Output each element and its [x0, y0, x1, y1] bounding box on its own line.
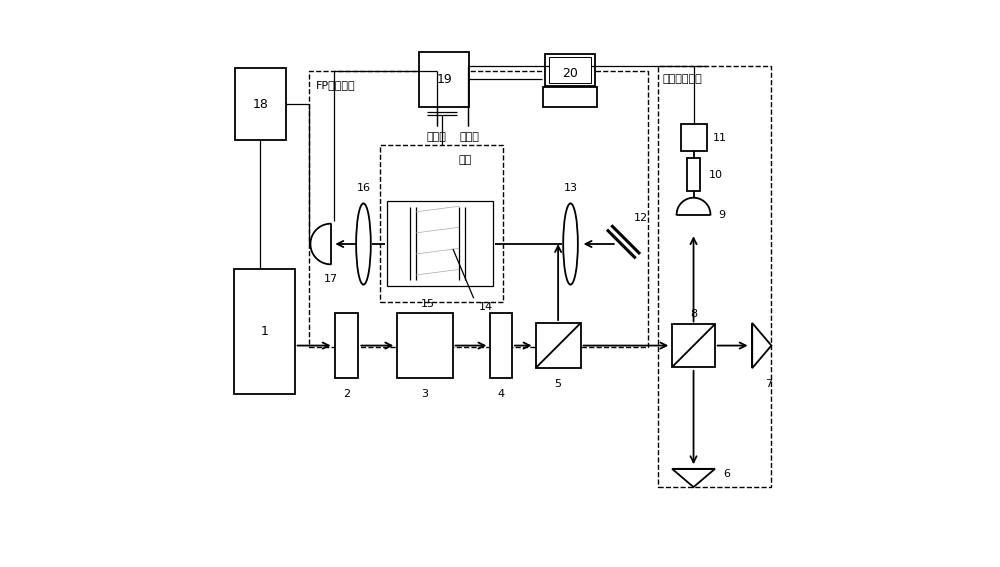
- Text: 2: 2: [343, 390, 350, 399]
- Ellipse shape: [356, 204, 371, 285]
- Text: 5: 5: [555, 379, 562, 390]
- Text: 真空: 真空: [459, 155, 472, 165]
- Text: 16: 16: [356, 183, 370, 193]
- FancyBboxPatch shape: [687, 158, 700, 191]
- Text: 测量干涉系统: 测量干涉系统: [662, 74, 702, 84]
- FancyBboxPatch shape: [235, 68, 286, 140]
- FancyBboxPatch shape: [536, 323, 581, 368]
- Text: 12: 12: [634, 213, 648, 223]
- Text: 6: 6: [723, 469, 730, 479]
- Text: 11: 11: [713, 133, 727, 143]
- FancyBboxPatch shape: [545, 54, 595, 86]
- FancyBboxPatch shape: [543, 87, 597, 107]
- Text: 9: 9: [718, 210, 725, 219]
- FancyBboxPatch shape: [335, 313, 358, 378]
- FancyBboxPatch shape: [397, 313, 453, 378]
- Text: 14: 14: [479, 302, 493, 311]
- Text: 19: 19: [436, 73, 452, 86]
- Text: 7: 7: [766, 379, 773, 390]
- Text: 8: 8: [690, 309, 697, 319]
- Text: 通道一: 通道一: [427, 132, 447, 142]
- Text: 15: 15: [420, 299, 434, 309]
- FancyBboxPatch shape: [419, 52, 469, 107]
- Text: 18: 18: [252, 98, 268, 111]
- Text: 通道二: 通道二: [460, 132, 479, 142]
- FancyBboxPatch shape: [672, 324, 715, 367]
- Ellipse shape: [563, 204, 578, 285]
- FancyBboxPatch shape: [490, 313, 512, 378]
- FancyBboxPatch shape: [387, 201, 493, 286]
- FancyBboxPatch shape: [234, 269, 295, 393]
- Text: 3: 3: [421, 390, 428, 399]
- Text: 1: 1: [260, 325, 268, 338]
- Text: FP干涉系统: FP干涉系统: [316, 80, 356, 90]
- Text: 20: 20: [562, 67, 578, 80]
- Text: 4: 4: [498, 390, 505, 399]
- Text: 10: 10: [709, 170, 723, 180]
- Text: 17: 17: [324, 274, 338, 285]
- FancyBboxPatch shape: [549, 57, 591, 83]
- Text: 13: 13: [564, 183, 578, 193]
- FancyBboxPatch shape: [681, 124, 707, 151]
